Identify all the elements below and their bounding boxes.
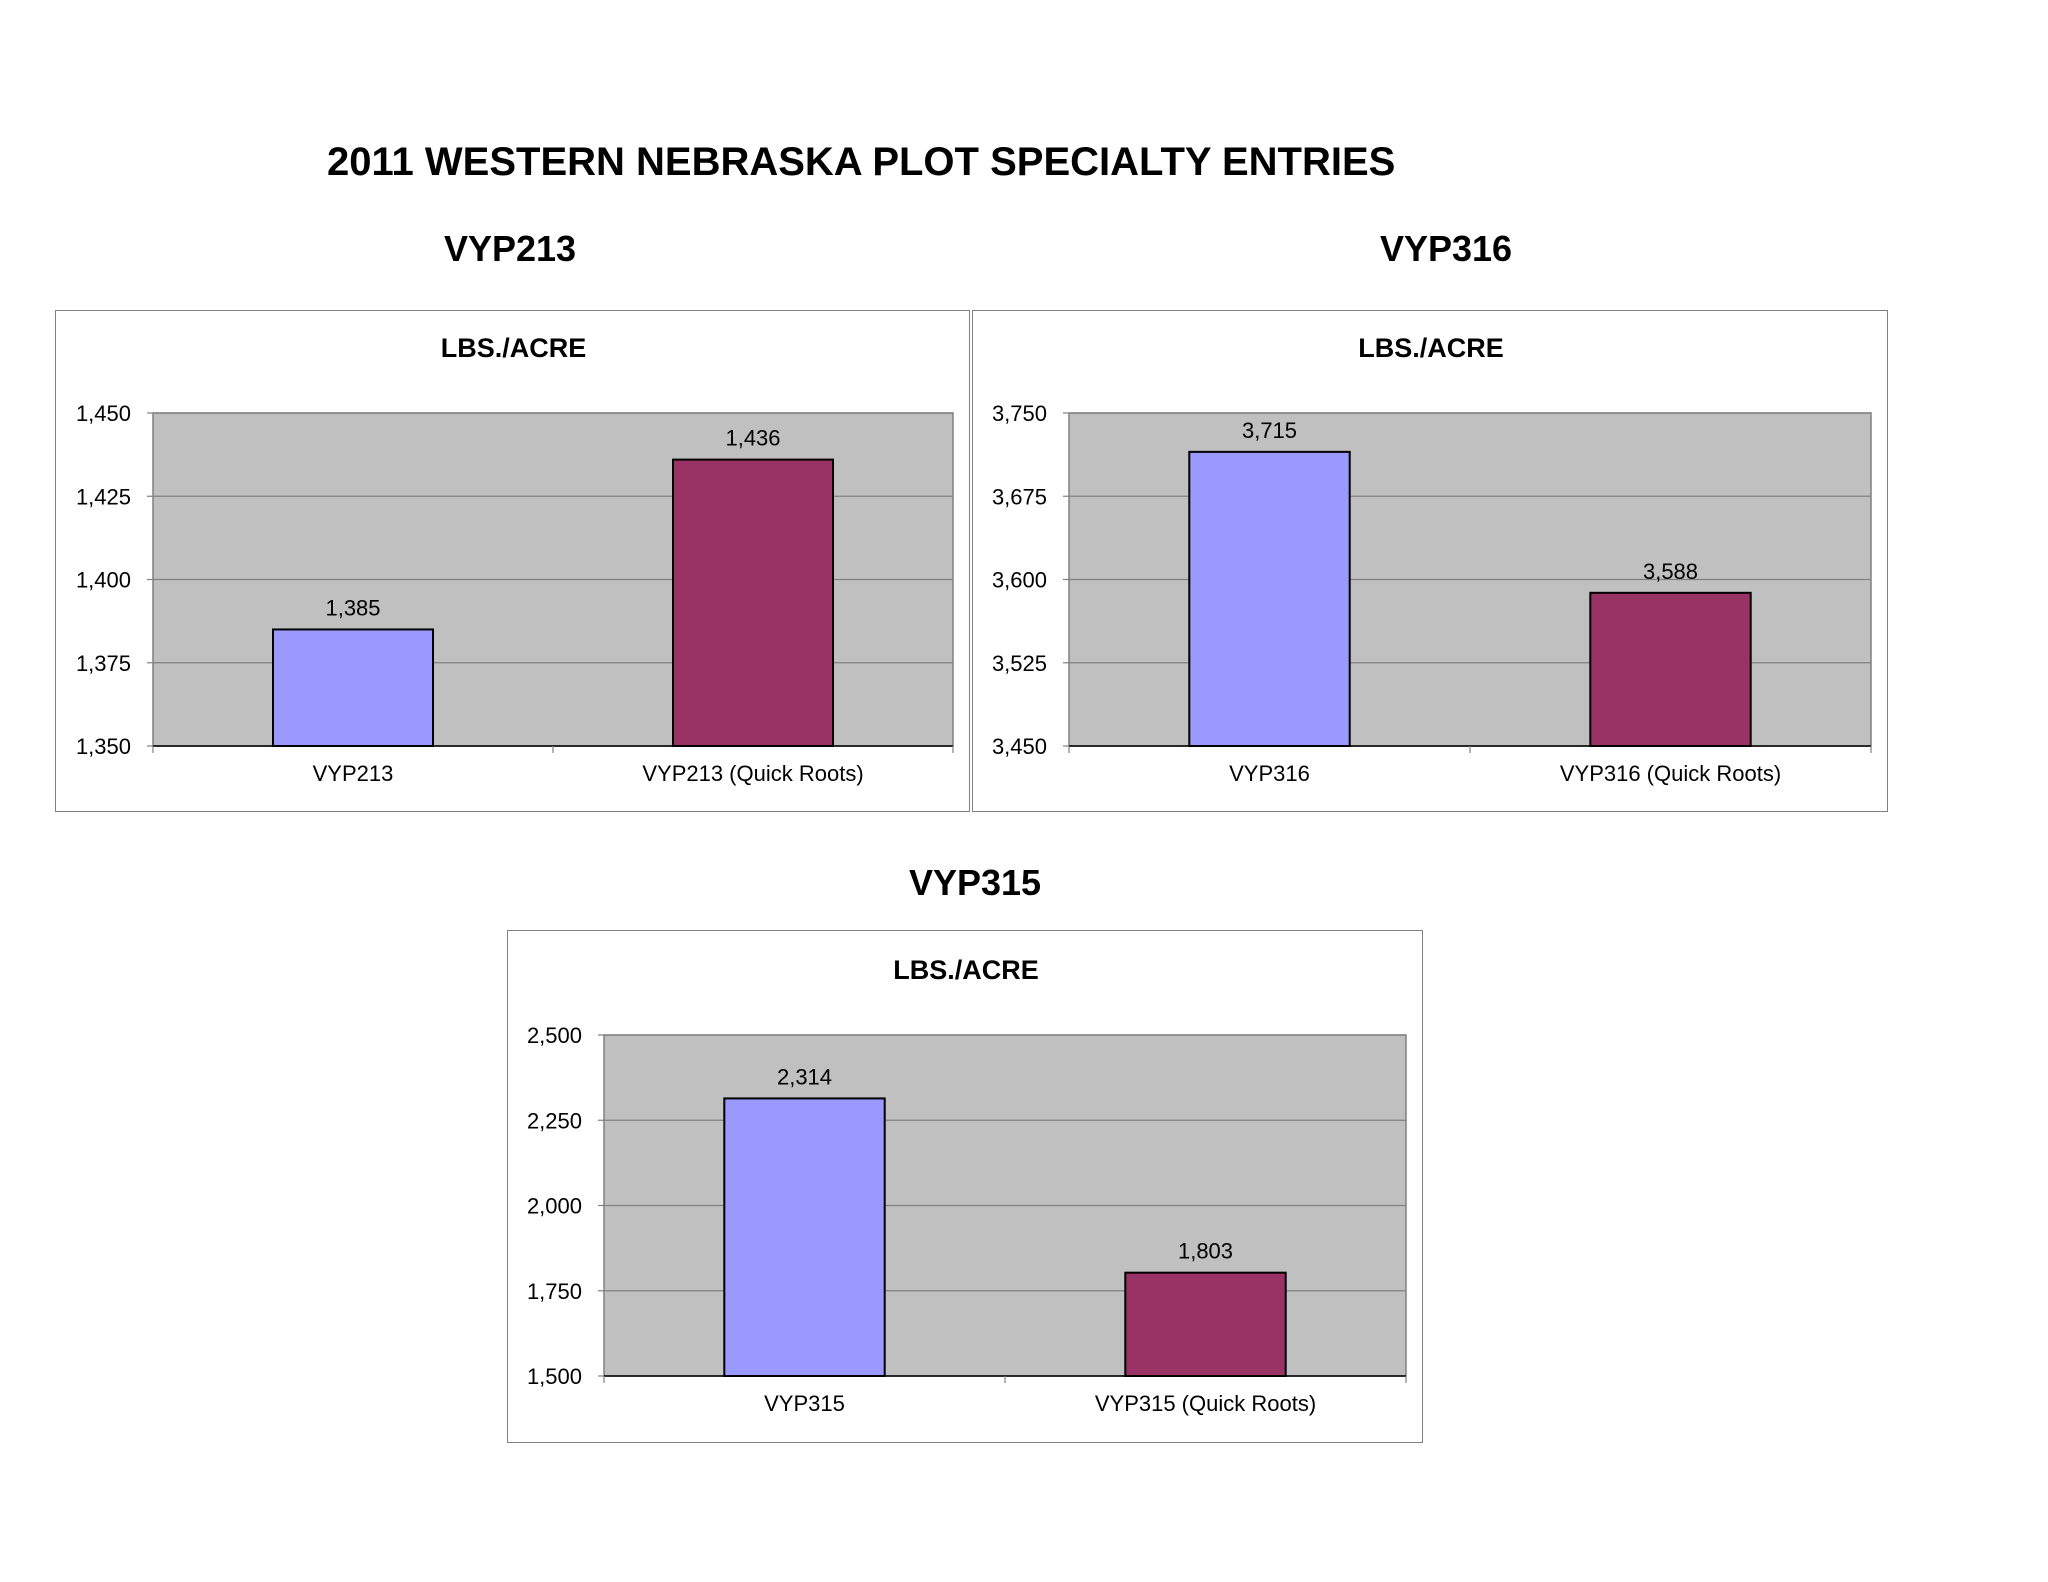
data-label: 3,588 <box>1643 559 1698 584</box>
bar-chart-vyp316: LBS./ACRE 3,450 3,525 3,600 3,675 3,750 3,715 V… <box>992 333 1872 786</box>
x-tick-label: VYP213 (Quick Roots) <box>642 761 863 786</box>
y-tick-label: 2,250 <box>527 1108 582 1133</box>
chart-frame-vyp316: LBS./ACRE 3,450 3,525 3,600 3,675 3,750 3,715 V… <box>972 310 1888 812</box>
bar <box>1124 1271 1287 1377</box>
y-tick-label: 3,675 <box>992 484 1047 509</box>
y-tick-label: 3,750 <box>992 401 1047 426</box>
bar <box>1589 591 1752 747</box>
y-tick-label: 1,450 <box>76 401 131 426</box>
x-tick-label: VYP316 (Quick Roots) <box>1560 761 1781 786</box>
x-tick-label: VYP315 (Quick Roots) <box>1095 1391 1316 1416</box>
chart-heading-vyp315: VYP315 <box>908 862 1042 903</box>
data-label: 2,314 <box>777 1064 832 1089</box>
y-tick-label: 2,000 <box>527 1194 582 1219</box>
y-tick-label: 1,375 <box>76 651 131 676</box>
x-tick-label: VYP316 <box>1229 761 1310 786</box>
chart-heading-vyp316: VYP316 <box>1379 228 1513 269</box>
bar-chart-vyp213: LBS./ACRE 1,350 1,375 1,400 1,425 1,450 1,385 V… <box>76 333 954 786</box>
chart-title: LBS./ACRE <box>893 955 1039 985</box>
chart-heading-vyp213: VYP213 <box>443 228 577 269</box>
y-tick-label: 3,450 <box>992 734 1047 759</box>
y-tick-label: 1,500 <box>527 1364 582 1389</box>
chart-title: LBS./ACRE <box>441 333 587 363</box>
data-label: 1,385 <box>325 595 380 620</box>
y-tick-label: 1,425 <box>76 484 131 509</box>
data-label: 3,715 <box>1242 418 1297 443</box>
y-tick-label: 3,525 <box>992 651 1047 676</box>
x-tick-label: VYP315 <box>764 1391 845 1416</box>
page-title: 2011 WESTERN NEBRASKA PLOT SPECIALTY ENT… <box>327 140 1396 184</box>
y-tick-label: 3,600 <box>992 568 1047 593</box>
x-tick-label: VYP213 <box>313 761 394 786</box>
bar <box>1188 450 1351 747</box>
y-tick-label: 1,750 <box>527 1279 582 1304</box>
y-tick-label: 1,350 <box>76 734 131 759</box>
chart-frame-vyp315: LBS./ACRE 1,500 1,750 2,000 2,250 2,500 2,314 V… <box>507 930 1423 1443</box>
data-label: 1,803 <box>1178 1239 1233 1264</box>
y-tick-label: 1,400 <box>76 568 131 593</box>
bar-chart-vyp315: LBS./ACRE 1,500 1,750 2,000 2,250 2,500 2,314 V… <box>527 955 1407 1416</box>
bar <box>723 1097 886 1377</box>
bar <box>272 628 434 748</box>
chart-frame-vyp213: LBS./ACRE 1,350 1,375 1,400 1,425 1,450 1,385 V… <box>55 310 970 812</box>
bar <box>672 458 834 747</box>
data-label: 1,436 <box>725 426 780 451</box>
y-tick-label: 2,500 <box>527 1023 582 1048</box>
chart-title: LBS./ACRE <box>1358 333 1504 363</box>
